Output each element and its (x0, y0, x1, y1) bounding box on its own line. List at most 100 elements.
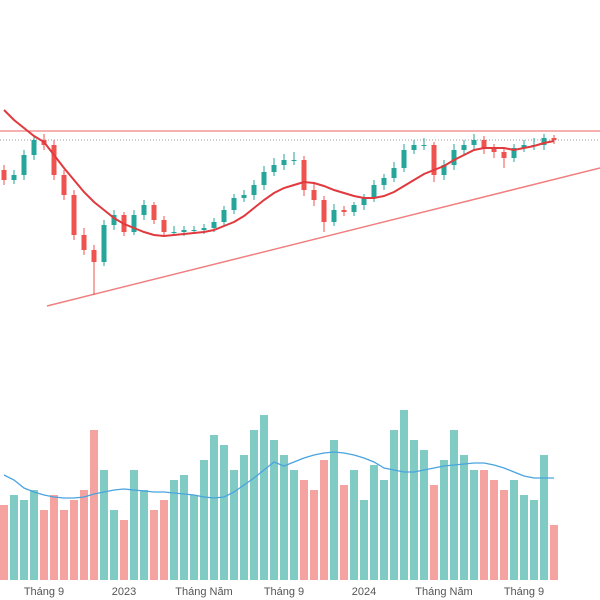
volume-bar (340, 485, 348, 580)
candle-body (451, 150, 457, 165)
volume-bar (510, 480, 518, 580)
volume-bar (300, 480, 308, 580)
volume-bar (430, 485, 438, 580)
volume-bar (0, 505, 8, 580)
candle-body (541, 138, 547, 145)
volume-bar (150, 510, 158, 580)
candle-body (171, 232, 177, 233)
candle-body (441, 165, 447, 175)
volume-bar (220, 445, 228, 580)
candle-body (331, 210, 337, 222)
candle-body (91, 250, 97, 262)
volume-bar (490, 480, 498, 580)
candle-body (511, 148, 517, 158)
trendline (46, 167, 600, 307)
volume-bar (100, 470, 108, 580)
volume-bar (460, 455, 468, 580)
volume-bar (380, 480, 388, 580)
candle-body (131, 215, 137, 232)
x-tick-label: Tháng Năm (175, 586, 232, 598)
volume-bar (470, 470, 478, 580)
candle-body (401, 150, 407, 168)
volume-bar (180, 475, 188, 580)
candle-body (281, 160, 287, 165)
candle-body (521, 145, 527, 148)
candle-body (481, 140, 487, 148)
candle-body (321, 200, 327, 222)
volume-bar (30, 490, 38, 580)
volume-bar (70, 500, 78, 580)
volume-bar (110, 510, 118, 580)
volume-bar (500, 490, 508, 580)
volume-bar (540, 455, 548, 580)
volume-bar (200, 460, 208, 580)
ma-line (3, 109, 555, 238)
volume-bar (550, 525, 558, 580)
volume-bar (530, 500, 538, 580)
x-tick-label: Tháng 9 (24, 586, 64, 598)
volume-bar (170, 480, 178, 580)
volume-bar (60, 510, 68, 580)
candle-body (101, 225, 107, 262)
volume-bar (400, 410, 408, 580)
candle-body (31, 140, 37, 155)
candle-body (371, 185, 377, 198)
volume-bar (450, 430, 458, 580)
volume-bar (370, 465, 378, 580)
candle-body (271, 165, 277, 172)
candle-body (461, 145, 467, 150)
volume-bar (240, 455, 248, 580)
candle-body (421, 145, 427, 146)
x-tick-label: Tháng 9 (264, 586, 304, 598)
volume-bar (330, 440, 338, 580)
candle-body (161, 220, 167, 232)
x-tick-label: Tháng Năm (415, 586, 472, 598)
candle-body (251, 185, 257, 195)
candle-body (311, 190, 317, 200)
candle-body (411, 145, 417, 150)
candle-body (431, 145, 437, 175)
candle-body (551, 138, 557, 140)
candle-body (491, 148, 497, 152)
volume-bar (130, 470, 138, 580)
volume-bar (320, 460, 328, 580)
volume-bar (440, 460, 448, 580)
volume-bar (480, 470, 488, 580)
candle-body (1, 170, 7, 180)
candle-body (151, 205, 157, 220)
candle-body (211, 222, 217, 228)
candle-body (501, 152, 507, 158)
candle-body (191, 230, 197, 231)
volume-bar (90, 430, 98, 580)
volume-bar (140, 490, 148, 580)
volume-bar (310, 490, 318, 580)
volume-bar (80, 490, 88, 580)
candle-body (51, 145, 57, 175)
volume-bar (280, 455, 288, 580)
candle-body (231, 198, 237, 210)
volume-bar (210, 435, 218, 580)
candle-body (291, 160, 297, 161)
x-tick-label: 2023 (112, 586, 136, 598)
candle-body (381, 178, 387, 185)
volume-bar (360, 500, 368, 580)
volume-bar (390, 430, 398, 580)
candle-body (21, 155, 27, 175)
volume-bar (120, 520, 128, 580)
volume-bar (290, 470, 298, 580)
candle-body (301, 160, 307, 190)
candle-body (201, 228, 207, 230)
volume-bar (520, 495, 528, 580)
volume-bar (230, 470, 238, 580)
volume-bar (20, 500, 28, 580)
candle-body (71, 195, 77, 235)
x-tick-label: Tháng 9 (504, 586, 544, 598)
volume-bar (410, 440, 418, 580)
candle-body (111, 215, 117, 225)
candle-body (391, 168, 397, 178)
volume-bar (190, 495, 198, 580)
x-tick-label: 2024 (352, 586, 376, 598)
volume-bar (250, 430, 258, 580)
candle-body (341, 210, 347, 212)
